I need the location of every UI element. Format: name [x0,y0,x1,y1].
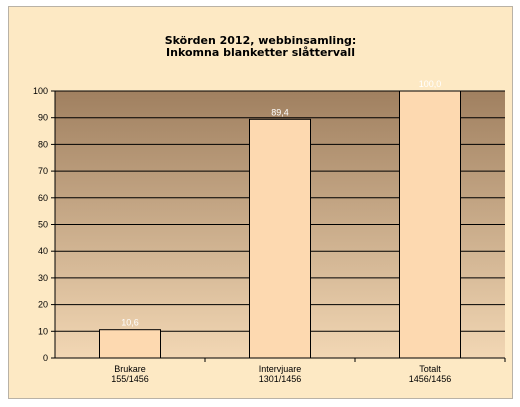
x-category-sublabel: 1456/1456 [409,374,452,384]
x-category-label: Intervjuare [259,364,302,374]
y-tick-label: 40 [38,246,48,256]
chart-frame: Skörden 2012, webbinsamling: Inkomna bla… [8,6,513,399]
x-category-label: Brukare [114,364,146,374]
y-tick-label: 80 [38,139,48,149]
bar [99,329,161,359]
y-tick-label: 50 [38,220,48,230]
x-category-sublabel: 155/1456 [111,374,149,384]
data-label: 100,0 [419,79,442,89]
x-category-sublabel: 1301/1456 [259,374,302,384]
data-label: 89,4 [271,107,289,117]
y-tick-label: 70 [38,166,48,176]
x-category-label: Totalt [419,364,441,374]
chart-title-line-1: Skörden 2012, webbinsamling: [164,34,357,47]
bar [399,90,461,359]
data-label: 10,6 [121,318,139,328]
y-tick-label: 90 [38,113,48,123]
bar [249,118,311,359]
y-tick-label: 0 [43,353,48,363]
y-tick-label: 10 [38,326,48,336]
y-tick-label: 20 [38,300,48,310]
bar-chart: 0 10 20 30 40 50 60 70 80 90 100 10,6 Brukare155/145… [33,79,506,384]
chart-title-line-2: Inkomna blanketter slåttervall [166,46,355,59]
y-tick-label: 30 [38,273,48,283]
chart-title: Skörden 2012, webbinsamling: Inkomna bla… [9,35,512,59]
y-tick-label: 60 [38,193,48,203]
y-tick-label: 100 [33,86,48,96]
